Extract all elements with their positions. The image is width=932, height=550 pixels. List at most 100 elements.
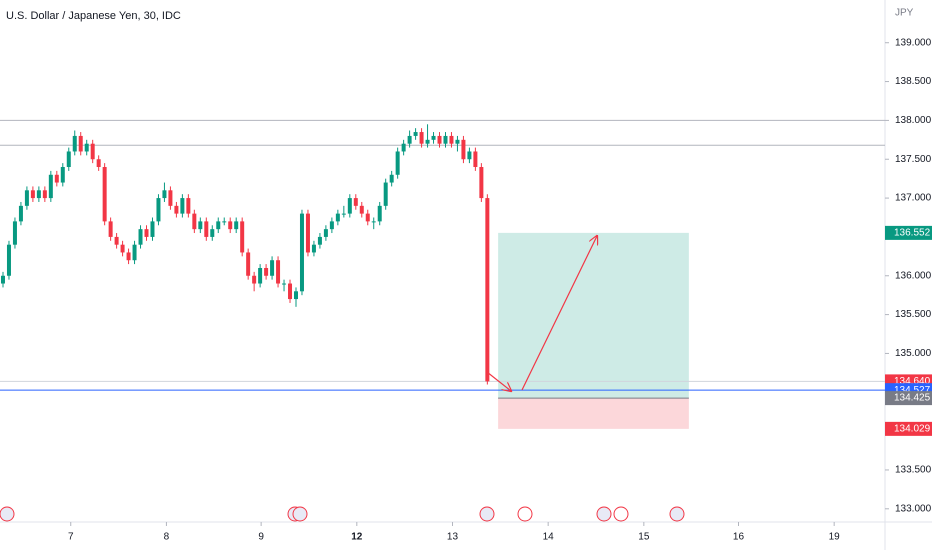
candle-body: [126, 252, 131, 261]
y-tick-label: 136.000: [895, 270, 932, 281]
candle-body: [78, 135, 83, 152]
event-icon: [596, 506, 612, 522]
candle-body: [473, 151, 478, 168]
candle-body: [401, 143, 406, 152]
x-tick-label: 19: [829, 532, 841, 543]
candle-body: [282, 283, 287, 285]
x-tick-label: 9: [258, 532, 264, 543]
event-icon: [292, 506, 308, 522]
candle-body: [138, 229, 143, 245]
candle-body: [150, 221, 155, 237]
candle-body: [461, 139, 466, 160]
candle-body: [174, 205, 179, 214]
candle-body: [413, 132, 418, 136]
chart-title: U.S. Dollar / Japanese Yen, 30, IDC: [6, 10, 181, 22]
candle-body: [180, 198, 185, 214]
price-label: 134.425: [894, 393, 931, 404]
price-label-bg: [885, 421, 932, 436]
candle-body: [455, 139, 460, 144]
price-label: 134.527: [894, 385, 931, 396]
candle-body: [228, 221, 233, 230]
candle-body: [108, 221, 113, 237]
candle-body: [389, 174, 394, 183]
candle-body: [120, 244, 125, 253]
candle-body: [144, 229, 149, 237]
candle-body: [335, 213, 340, 222]
candle-body: [419, 132, 424, 144]
candle-body: [377, 205, 382, 222]
candle-body: [395, 151, 400, 175]
axis-unit: JPY: [895, 8, 914, 19]
y-tick-label: 138.000: [895, 115, 932, 126]
candle-body: [270, 260, 275, 276]
x-tick-label: 7: [68, 532, 74, 543]
y-tick-label: 137.500: [895, 154, 932, 165]
event-icon: [517, 506, 533, 522]
candle-body: [443, 135, 448, 144]
candle-body: [305, 213, 310, 253]
candle-body: [204, 221, 209, 237]
candle-body: [347, 198, 352, 214]
candle-body: [240, 221, 245, 253]
candle-body: [48, 174, 53, 199]
candle-body: [42, 190, 47, 199]
event-icon: [479, 506, 495, 522]
candle-body: [186, 198, 191, 214]
candle-body: [0, 275, 5, 284]
candle-body: [36, 190, 41, 199]
candle-body: [246, 252, 251, 276]
candle-body: [234, 221, 239, 230]
candle-body: [252, 275, 257, 284]
candle-body: [288, 283, 293, 300]
candle-body: [24, 190, 29, 206]
candle-body: [425, 139, 430, 144]
candle-body: [437, 135, 442, 144]
candle-body: [18, 205, 23, 222]
event-icon: [0, 506, 15, 522]
candle-body: [30, 190, 35, 199]
candle-body: [485, 198, 490, 382]
y-tick-label: 135.000: [895, 348, 932, 359]
candle-body: [96, 159, 101, 168]
candle-body: [329, 221, 334, 230]
candle-body: [162, 190, 167, 199]
candle-body: [317, 236, 322, 245]
candle-body: [216, 221, 221, 230]
candle-body: [264, 267, 269, 276]
price-label: 134.640: [894, 376, 931, 387]
event-icon: [613, 506, 629, 522]
candle-body: [323, 229, 328, 237]
price-label-bg: [885, 391, 932, 406]
candle-body: [353, 198, 358, 206]
candle-body: [258, 267, 263, 284]
y-tick-label: 138.500: [895, 76, 932, 87]
candle-body: [276, 260, 281, 284]
candle-body: [102, 167, 107, 222]
loss-zone: [498, 398, 689, 429]
candle-body: [365, 213, 370, 222]
candle-body: [198, 221, 203, 230]
candle-body: [222, 221, 227, 223]
candle-body: [72, 135, 77, 152]
event-icons: [0, 506, 685, 522]
candle-body: [132, 244, 137, 261]
candle-body: [359, 205, 364, 214]
candle-body: [156, 198, 161, 222]
x-tick-label: 12: [351, 532, 363, 543]
candle-body: [383, 182, 388, 206]
candle-body: [84, 143, 89, 152]
candle-body: [6, 244, 11, 276]
x-tick-label: 8: [164, 532, 170, 543]
y-tick-label: 135.500: [895, 309, 932, 320]
y-tick-label: 133.000: [895, 503, 932, 514]
x-tick-label: 13: [447, 532, 459, 543]
price-label: 134.029: [894, 424, 931, 435]
candle-body: [12, 221, 17, 245]
candle-body: [90, 143, 95, 160]
candle-body: [210, 229, 215, 237]
candle-body: [293, 291, 298, 300]
event-icon: [669, 506, 685, 522]
candle-body: [54, 174, 59, 183]
